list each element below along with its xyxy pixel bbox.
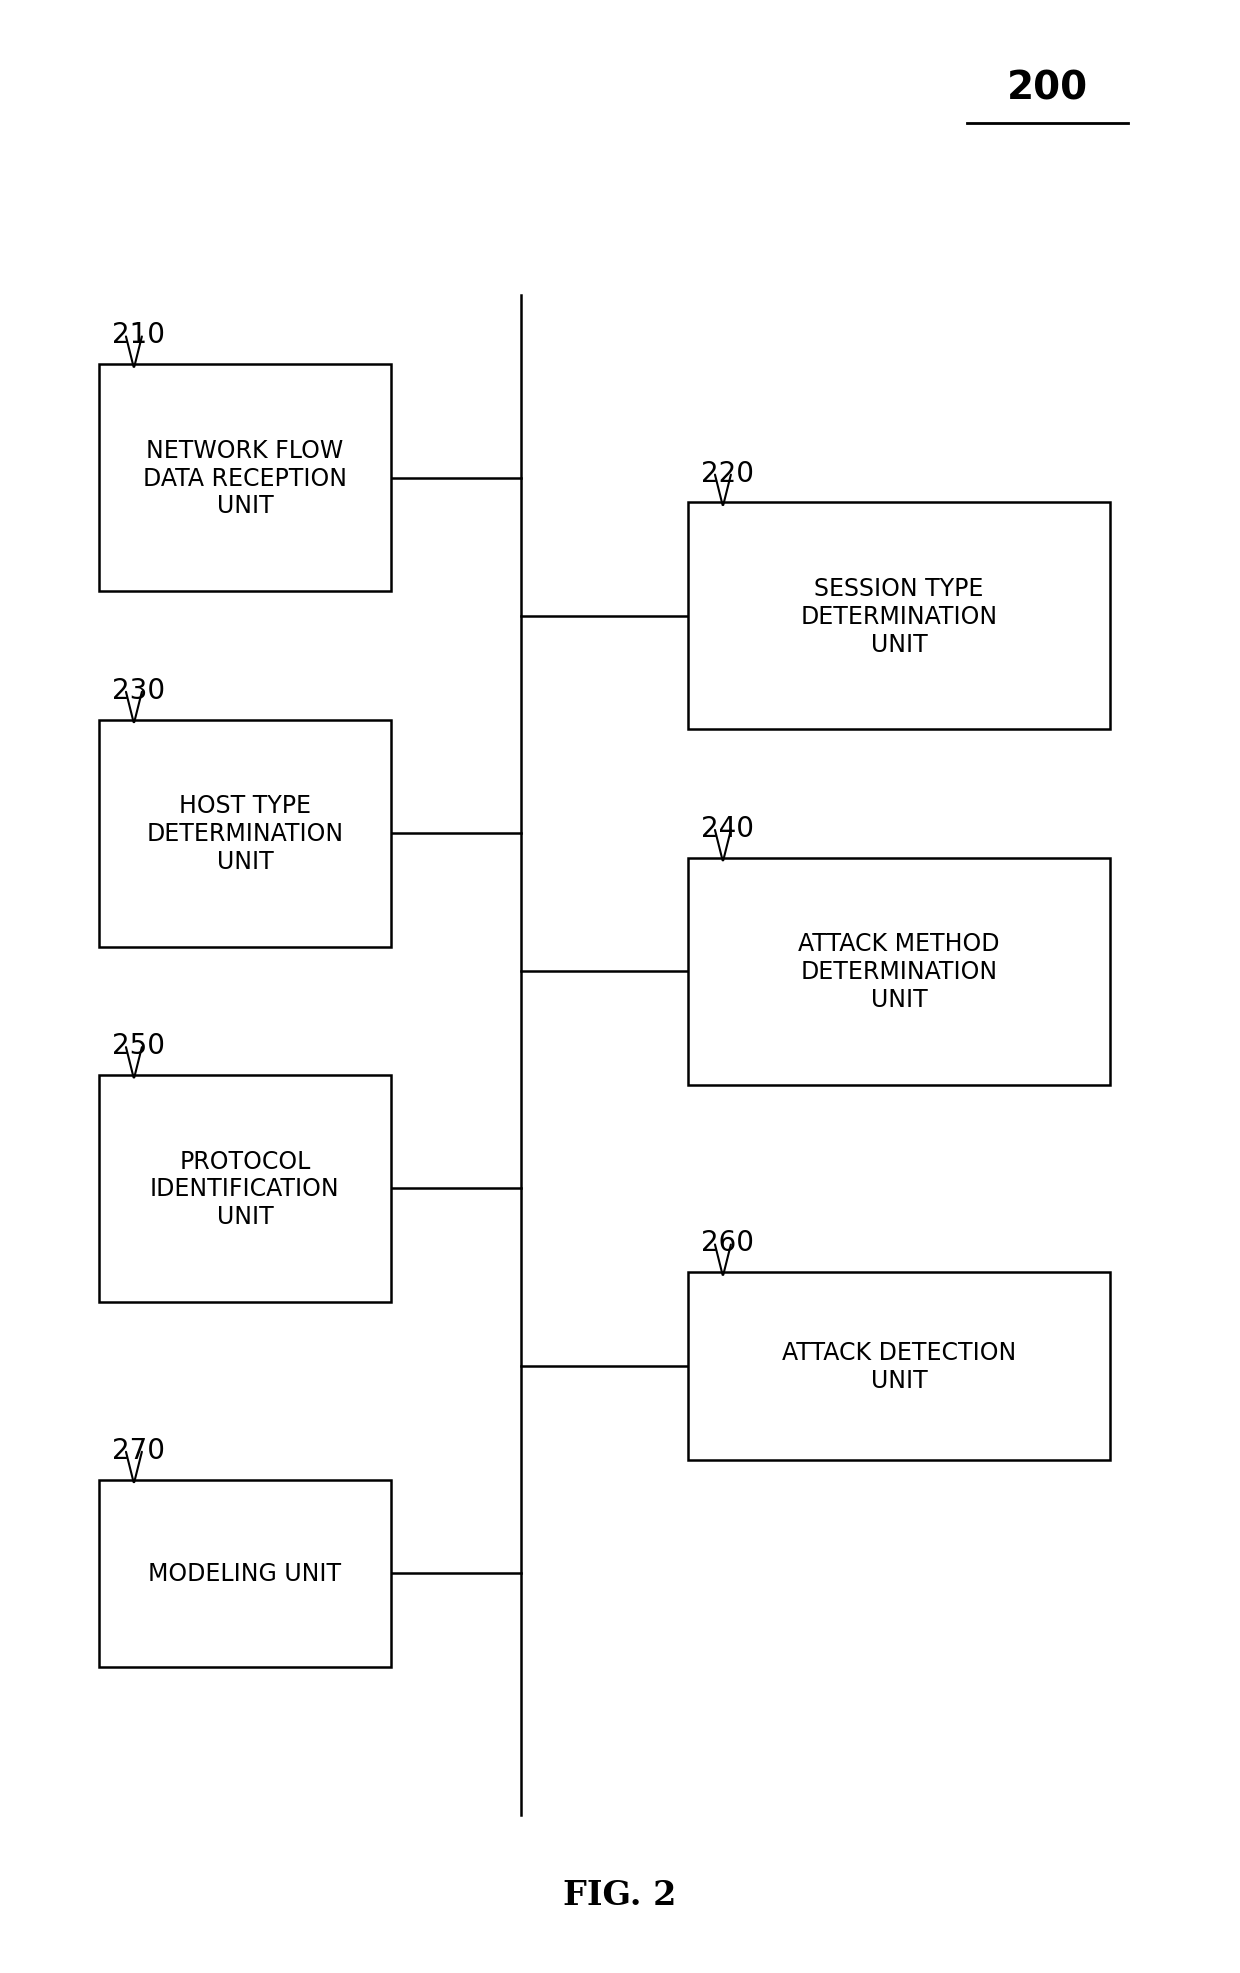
Text: 250: 250 [112,1032,165,1060]
Text: 230: 230 [112,677,165,704]
Text: HOST TYPE
DETERMINATION
UNIT: HOST TYPE DETERMINATION UNIT [146,793,343,874]
Text: 220: 220 [701,460,754,487]
FancyBboxPatch shape [99,1075,391,1302]
Text: FIG. 2: FIG. 2 [563,1878,677,1910]
Text: 260: 260 [701,1229,754,1257]
FancyBboxPatch shape [99,1480,391,1667]
FancyBboxPatch shape [99,720,391,947]
Text: SESSION TYPE
DETERMINATION
UNIT: SESSION TYPE DETERMINATION UNIT [801,576,997,657]
FancyBboxPatch shape [688,858,1110,1085]
Text: ATTACK METHOD
DETERMINATION
UNIT: ATTACK METHOD DETERMINATION UNIT [799,931,999,1012]
FancyBboxPatch shape [99,365,391,592]
Text: NETWORK FLOW
DATA RECEPTION
UNIT: NETWORK FLOW DATA RECEPTION UNIT [143,438,347,519]
FancyBboxPatch shape [688,503,1110,730]
Text: PROTOCOL
IDENTIFICATION
UNIT: PROTOCOL IDENTIFICATION UNIT [150,1148,340,1229]
Text: 200: 200 [1007,69,1089,109]
Text: MODELING UNIT: MODELING UNIT [149,1561,341,1586]
Text: 240: 240 [701,815,754,842]
Text: 210: 210 [112,322,165,349]
Text: 270: 270 [112,1436,165,1464]
Text: ATTACK DETECTION
UNIT: ATTACK DETECTION UNIT [782,1340,1016,1393]
FancyBboxPatch shape [688,1273,1110,1460]
